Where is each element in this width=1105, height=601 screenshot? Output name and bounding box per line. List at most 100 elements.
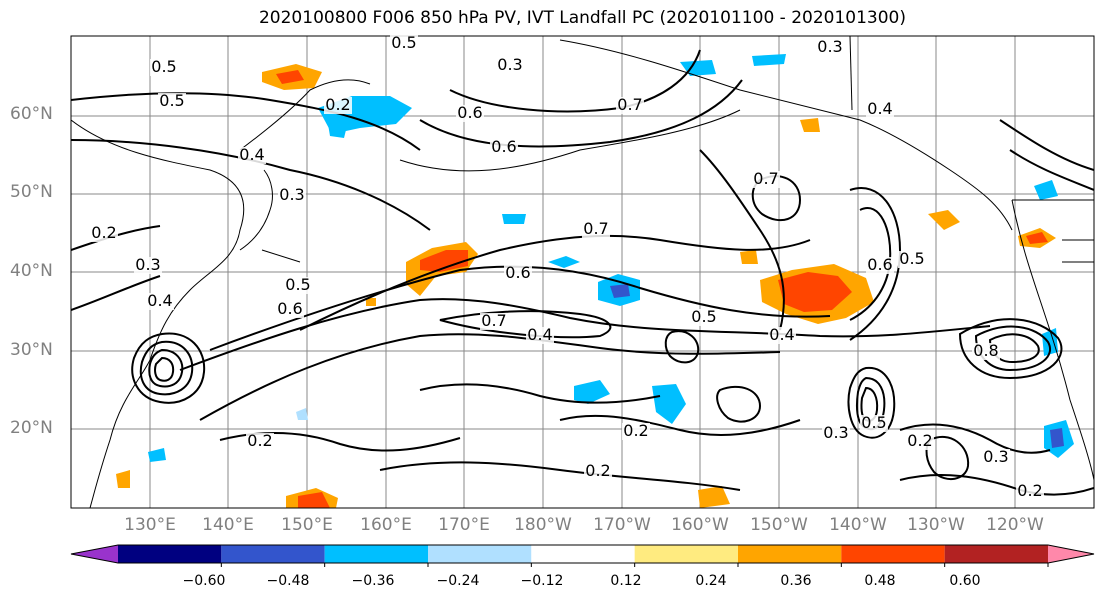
pos-anomaly-alaska: [800, 118, 820, 132]
contour-label-bg: [860, 415, 888, 432]
contour-label: 0.2: [325, 95, 350, 114]
contour-label: 0.5: [899, 249, 924, 268]
contour-loop-3: [925, 435, 970, 481]
pos-anomaly-bc-core: [1026, 232, 1048, 244]
contour-label-bg: [480, 313, 508, 330]
contour-label-layer: 0.5 0.5 0.6 0.2 0.4 0.3 0.6 0.3 0.5 0.7 0.3 0.4 0.4 0…: [90, 33, 1044, 500]
contour-0.5-jet: [179, 298, 991, 371]
contour-label: 0.4: [769, 325, 794, 344]
contour-label-bg: [816, 39, 844, 56]
contour-ne-1: [999, 119, 1094, 171]
contour-label: 0.8: [973, 341, 998, 360]
contour-label-bg: [90, 225, 118, 242]
neg-anomaly-20N-a: [574, 380, 610, 404]
contour-label: 0.2: [907, 431, 932, 450]
contour-label-bg: [150, 59, 178, 76]
contour-label-bg: [584, 463, 612, 480]
contour-0.4-nw: [71, 139, 431, 231]
contour-lines: [71, 49, 1094, 496]
lat-label-60N: 60°N: [10, 104, 53, 124]
contour-label-bg: [622, 423, 650, 440]
colorbar-tick-label: −0.60: [182, 573, 226, 589]
contour-label-bg: [866, 257, 894, 274]
contour-label-bg: [526, 327, 554, 344]
contour-label-bg: [982, 449, 1010, 466]
contour-label: 0.2: [247, 431, 272, 450]
contour-label-bg: [898, 251, 926, 268]
contour-label: 0.6: [505, 263, 530, 282]
neg-anomaly-165W-core: [610, 284, 630, 298]
contour-label-bg: [768, 327, 796, 344]
contour-label: 0.5: [151, 57, 176, 76]
contour-label: 0.7: [617, 95, 642, 114]
cyclone-east-outer: [958, 318, 1063, 380]
lon-label-130E: 130°E: [124, 515, 176, 535]
contour-0.3-se: [899, 423, 1051, 454]
contour-label: 0.3: [983, 447, 1008, 466]
lon-label-150W: 150°W: [750, 515, 808, 535]
contour-label: 0.4: [147, 291, 172, 310]
lon-label-160W: 160°W: [671, 515, 729, 535]
neg-anomaly-bering-2: [752, 54, 786, 66]
contour-label-bg: [390, 35, 418, 52]
neg-anomaly-20N-c-core: [1050, 428, 1064, 448]
contour-label-bg: [134, 257, 162, 274]
colorbar-tick-label: −0.12: [520, 573, 564, 589]
contour-label-bg: [690, 309, 718, 326]
contour-label: 0.6: [277, 299, 302, 318]
cyclone-west-3: [148, 348, 184, 388]
contour-label: 0.3: [135, 255, 160, 274]
contour-label-bg: [504, 265, 532, 282]
contour-0.6-middle: [699, 149, 785, 331]
contour-label-bg: [456, 105, 484, 122]
colorbar-tick-label: −0.36: [351, 573, 395, 589]
cyclone-west-outer: [131, 332, 206, 404]
contour-label: 0.5: [285, 275, 310, 294]
lon-label-140W: 140°W: [829, 515, 887, 535]
neg-anomaly-se: [1034, 180, 1058, 200]
lat-label-30N: 30°N: [10, 340, 53, 360]
contour-label: 0.5: [861, 413, 886, 432]
contour-0.5-east: [849, 187, 902, 341]
pos-anomaly-170E-core: [420, 250, 468, 272]
colorbar: [70, 544, 1095, 567]
japan: [239, 169, 301, 263]
colorbar-segment: [71, 545, 118, 563]
aleutians: [399, 109, 741, 172]
colorbar-segment: [531, 545, 635, 563]
contour-label-bg: [238, 147, 266, 164]
contour-label-bg: [866, 101, 894, 118]
contour-label: 0.2: [623, 421, 648, 440]
lon-label-140E: 140°E: [202, 515, 254, 535]
kamchatka: [239, 79, 371, 151]
map-title: 2020100800 F006 850 hPa PV, IVT Landfall…: [258, 8, 906, 28]
pos-anomaly-145W-core: [778, 272, 852, 312]
contour-0.7-inner: [439, 310, 612, 339]
contour-label: 0.3: [823, 423, 848, 442]
contour-0.7-north: [449, 49, 701, 113]
cyclone-east-2: [974, 325, 1051, 372]
contour-west-2: [71, 275, 161, 311]
contour-0.5-nw: [71, 92, 421, 151]
alaska: [559, 39, 1013, 231]
lon-label-130W: 130°W: [907, 515, 965, 535]
cyclone-west-2: [139, 340, 194, 396]
contour-loop-1: [751, 175, 802, 222]
contour-0.2-south: [379, 461, 741, 491]
contour-0.6-north: [419, 79, 743, 148]
contour-label-bg: [616, 97, 644, 114]
colorbar-segment: [634, 545, 738, 563]
neg-anomaly-small-2: [502, 214, 526, 224]
contour-label: 0.3: [497, 55, 522, 74]
contour-label: 0.3: [817, 37, 842, 56]
contour-label: 0.7: [583, 219, 608, 238]
lat-label-40N: 40°N: [10, 261, 53, 281]
contour-0.4-mid: [419, 383, 661, 404]
contour-label: 0.7: [753, 169, 778, 188]
contour-label: 0.2: [1017, 481, 1042, 500]
contour-label-bg: [278, 187, 306, 204]
cyclone-west-4: [154, 356, 175, 382]
contour-label: 0.5: [159, 91, 184, 110]
map-frame: [70, 35, 1095, 509]
